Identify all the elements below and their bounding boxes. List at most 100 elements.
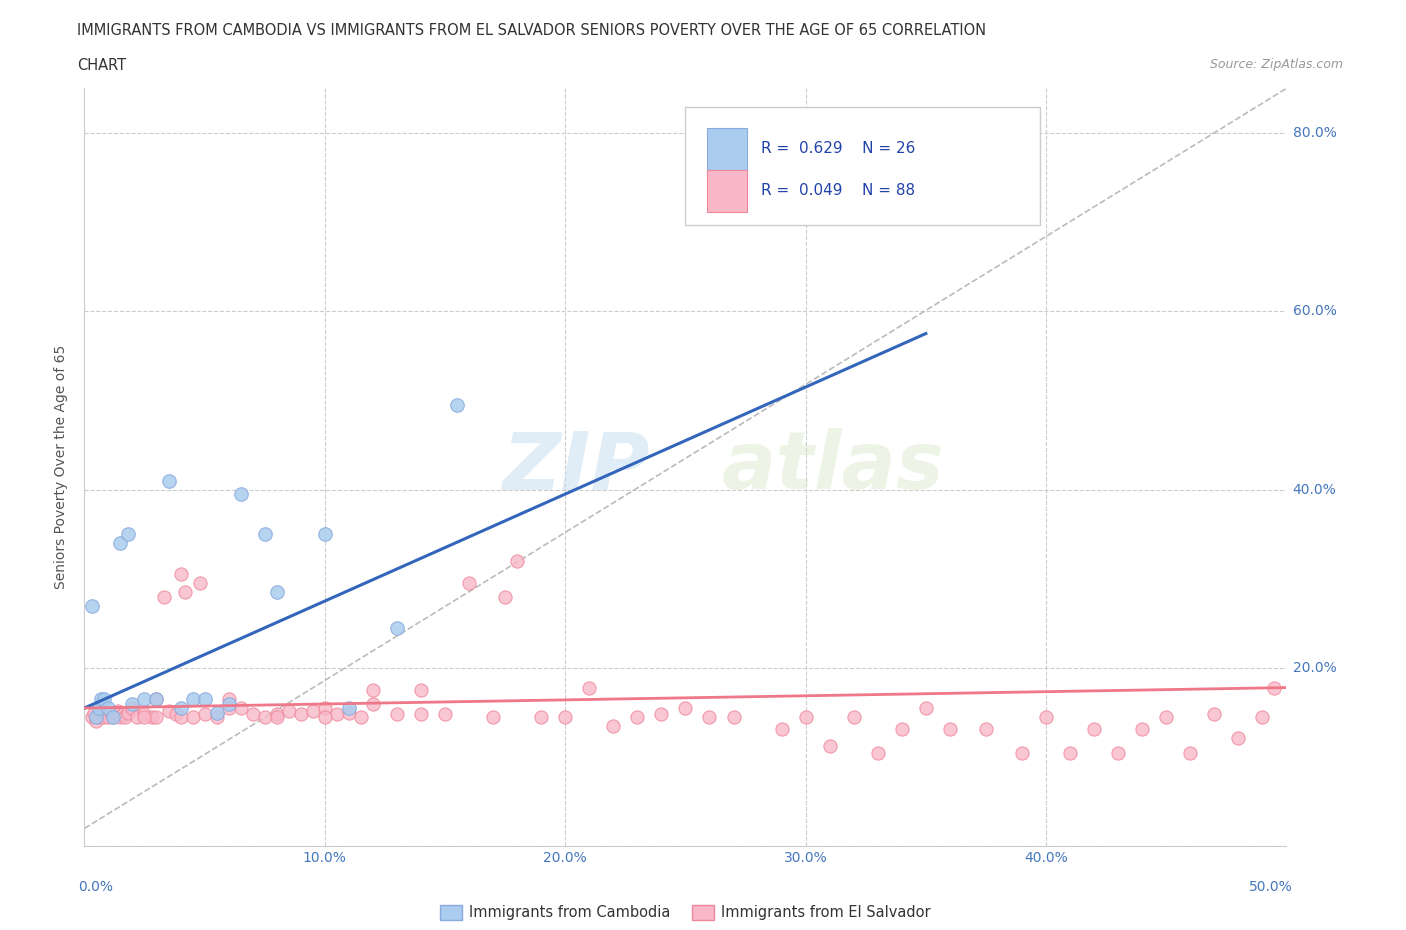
Point <box>181 692 204 707</box>
Text: 60.0%: 60.0% <box>1292 304 1336 318</box>
Point <box>602 719 624 734</box>
Point <box>266 585 288 600</box>
Text: 20.0%: 20.0% <box>1292 661 1336 675</box>
Point <box>277 703 299 718</box>
Point <box>675 700 697 715</box>
Point <box>337 700 360 715</box>
Point <box>314 526 336 541</box>
Point <box>94 705 117 720</box>
Point <box>134 707 156 722</box>
Text: IMMIGRANTS FROM CAMBODIA VS IMMIGRANTS FROM EL SALVADOR SENIORS POVERTY OVER THE: IMMIGRANTS FROM CAMBODIA VS IMMIGRANTS F… <box>77 23 987 38</box>
Point <box>194 707 217 722</box>
Point <box>266 707 288 722</box>
Point <box>169 567 191 582</box>
Point <box>165 707 187 722</box>
Point <box>229 486 252 501</box>
Point <box>169 710 191 724</box>
Point <box>134 710 156 724</box>
Text: R =  0.049    N = 88: R = 0.049 N = 88 <box>761 183 915 198</box>
Point <box>1227 730 1250 745</box>
Text: CHART: CHART <box>77 58 127 73</box>
Point <box>111 707 134 722</box>
Point <box>218 700 240 715</box>
Point <box>97 710 120 724</box>
Point <box>1035 710 1057 724</box>
Point <box>1107 745 1129 760</box>
Point <box>110 536 132 551</box>
Text: atlas: atlas <box>721 429 945 506</box>
Point <box>1130 721 1153 736</box>
Point <box>104 707 127 722</box>
Point <box>127 710 149 724</box>
Point <box>1083 721 1105 736</box>
Point <box>169 700 191 715</box>
Point <box>842 710 865 724</box>
Point <box>80 710 103 724</box>
Point <box>314 710 336 724</box>
Point <box>723 710 745 724</box>
FancyBboxPatch shape <box>686 107 1040 225</box>
Point <box>794 710 817 724</box>
Text: ZIP: ZIP <box>502 429 650 506</box>
Point <box>218 697 240 711</box>
Point <box>90 692 112 707</box>
Point <box>385 707 408 722</box>
Bar <box>707 128 747 170</box>
Point <box>818 161 841 176</box>
Point <box>578 680 600 695</box>
Point <box>1251 710 1274 724</box>
Bar <box>707 170 747 211</box>
Point <box>218 692 240 707</box>
Point <box>117 705 139 720</box>
Point <box>174 585 197 600</box>
Point <box>103 710 125 724</box>
Point <box>650 707 672 722</box>
Point <box>194 692 217 707</box>
Point <box>145 692 167 707</box>
Point <box>103 710 125 724</box>
Legend: Immigrants from Cambodia, Immigrants from El Salvador: Immigrants from Cambodia, Immigrants fro… <box>434 899 936 926</box>
Point <box>152 590 174 604</box>
Point <box>974 721 997 736</box>
Point <box>205 710 228 724</box>
Point <box>506 553 529 568</box>
Point <box>626 710 648 724</box>
Point <box>361 697 384 711</box>
Point <box>554 710 576 724</box>
Point <box>100 705 122 720</box>
Point <box>86 710 108 724</box>
Point <box>1263 680 1285 695</box>
Point <box>157 703 180 718</box>
Point <box>1204 707 1226 722</box>
Point <box>87 710 110 724</box>
Point <box>361 683 384 698</box>
Point <box>229 700 252 715</box>
Point <box>80 598 103 613</box>
Point <box>253 710 276 724</box>
Point <box>181 710 204 724</box>
Point <box>530 710 553 724</box>
Point <box>494 590 516 604</box>
Point <box>434 707 457 722</box>
Point <box>409 683 432 698</box>
Point <box>145 710 167 724</box>
Point <box>458 576 481 591</box>
Point <box>93 692 115 707</box>
Text: 0.0%: 0.0% <box>79 881 114 895</box>
Point <box>121 697 143 711</box>
Point <box>266 710 288 724</box>
Point <box>290 707 312 722</box>
Point <box>107 703 129 718</box>
Point <box>446 397 468 412</box>
Point <box>1156 710 1178 724</box>
Point <box>90 705 112 720</box>
Point <box>1011 745 1033 760</box>
Point <box>337 705 360 720</box>
Point <box>253 526 276 541</box>
Point <box>114 710 136 724</box>
Point <box>93 710 115 724</box>
Point <box>818 739 841 754</box>
Point <box>86 714 108 729</box>
Point <box>699 710 721 724</box>
Point <box>1059 745 1081 760</box>
